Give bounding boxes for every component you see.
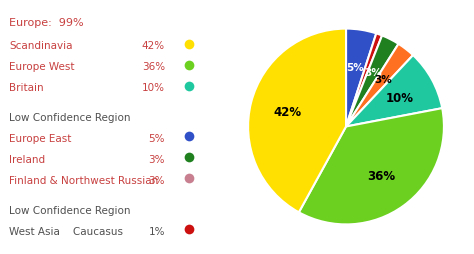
Text: Low Confidence Region: Low Confidence Region [9,113,130,123]
Text: 3%: 3% [365,68,383,78]
Text: 5%: 5% [148,133,165,144]
Text: Ireland: Ireland [9,154,45,164]
Text: 10%: 10% [142,83,165,93]
Text: Scandinavia: Scandinavia [9,41,73,51]
Wedge shape [346,56,442,127]
Text: 3%: 3% [148,175,165,185]
Text: Europe East: Europe East [9,133,71,144]
Text: 3%: 3% [148,154,165,164]
Text: West Asia    Caucasus: West Asia Caucasus [9,226,123,236]
Text: 1%: 1% [148,226,165,236]
Text: 5%: 5% [346,62,365,72]
Text: 42%: 42% [273,105,301,118]
Wedge shape [346,36,399,127]
Text: 36%: 36% [142,62,165,72]
Wedge shape [346,34,382,127]
Text: Europe West: Europe West [9,62,74,72]
Text: 3%: 3% [374,74,392,84]
Wedge shape [299,109,444,225]
Text: 10%: 10% [385,91,413,104]
Text: Europe:  99%: Europe: 99% [9,18,83,28]
Text: Finland & Northwest Russian: Finland & Northwest Russian [9,175,158,185]
Text: Britain: Britain [9,83,44,93]
Text: 36%: 36% [368,169,396,182]
Wedge shape [346,45,413,127]
Text: 42%: 42% [142,41,165,51]
Wedge shape [248,29,346,213]
Text: Low Confidence Region: Low Confidence Region [9,205,130,215]
Wedge shape [346,29,376,127]
